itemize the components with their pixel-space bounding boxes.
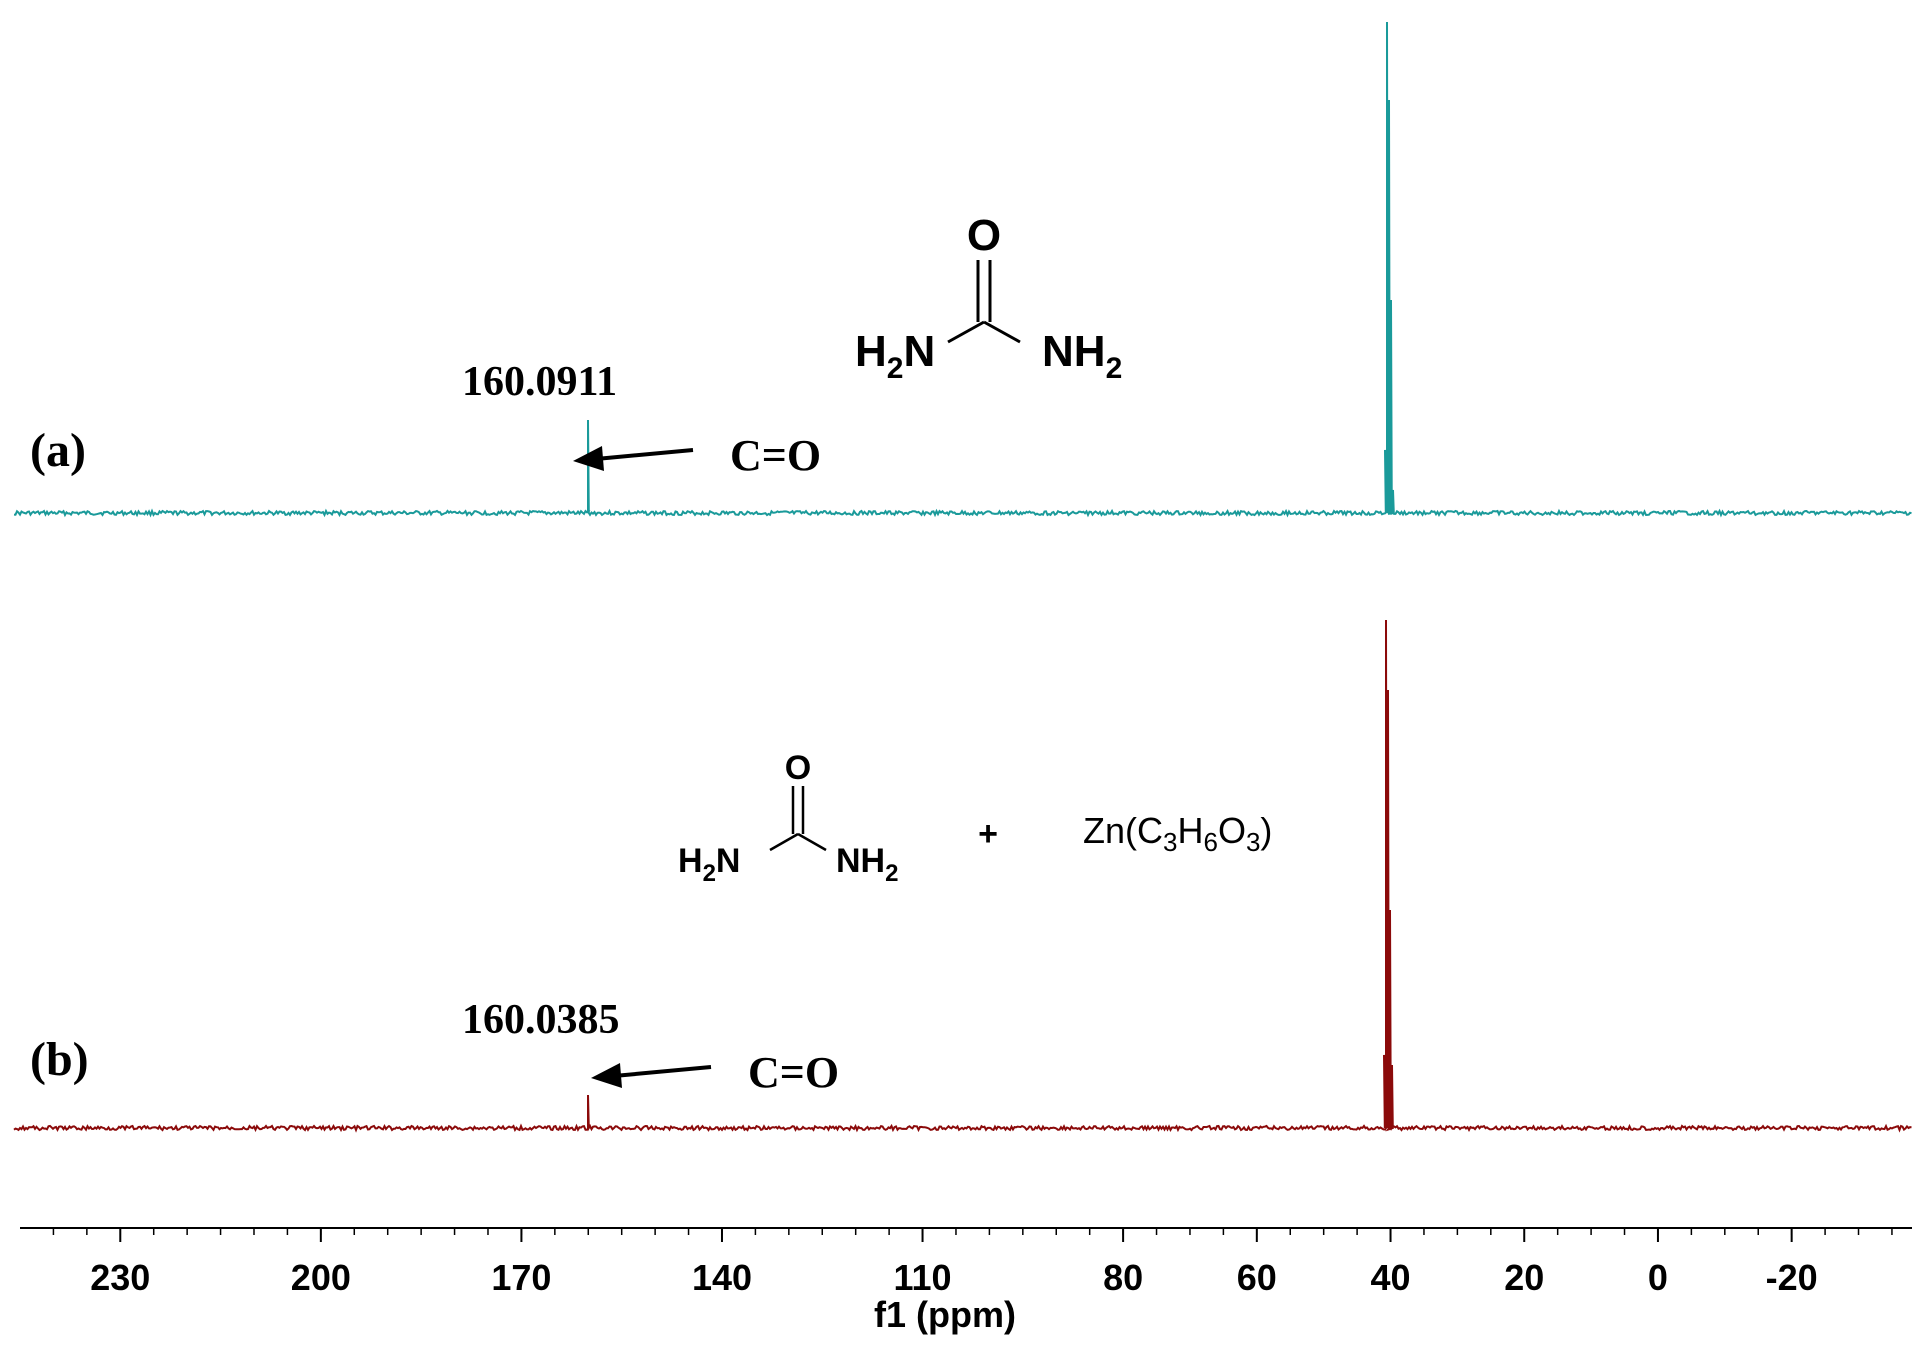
arrow-b xyxy=(591,1063,712,1088)
structure-b-right-amine: NH2 xyxy=(836,842,898,887)
tick-label: 140 xyxy=(692,1257,752,1298)
x-axis-minor-ticks xyxy=(52,1228,1893,1235)
tick-label: 20 xyxy=(1504,1257,1544,1298)
structure-a-right-amine: NH2 xyxy=(1042,327,1122,385)
tick-label: 60 xyxy=(1237,1257,1277,1298)
tick-label: 40 xyxy=(1371,1257,1411,1298)
x-axis-major-ticks xyxy=(119,1228,1793,1242)
tick-label: 80 xyxy=(1103,1257,1143,1298)
arrow-a xyxy=(573,446,694,471)
plus-sign: + xyxy=(978,815,998,853)
urea-structure-b: O H2N NH2 xyxy=(678,749,898,887)
zinc-salt-formula: Zn(C3H6O3) xyxy=(1083,810,1272,857)
panel-label-b: (b) xyxy=(30,1033,89,1086)
spectrum-a-line xyxy=(13,21,1912,518)
tick-label: 200 xyxy=(291,1257,351,1298)
structure-a-oxygen: O xyxy=(967,211,1001,260)
tick-label: 0 xyxy=(1648,1257,1668,1298)
panel-label-a: (a) xyxy=(30,424,86,477)
tick-label: 110 xyxy=(894,1257,952,1298)
peak-label-b: 160.0385 xyxy=(462,997,620,1043)
x-axis-tick-labels: 230 200 170 140 110 80 60 40 20 0 -20 xyxy=(90,1257,1817,1298)
urea-structure-a: O H2N NH2 xyxy=(855,211,1122,385)
tick-label: 170 xyxy=(491,1257,551,1298)
structure-a-left-amine: H2N xyxy=(855,327,935,385)
structure-b-left-amine: H2N xyxy=(678,842,740,887)
spectrum-b-line xyxy=(13,619,1912,1133)
structure-b-oxygen: O xyxy=(785,749,811,787)
annotation-b: C=O xyxy=(748,1048,839,1097)
peak-label-a: 160.0911 xyxy=(462,359,617,405)
x-axis: 230 200 170 140 110 80 60 40 20 0 -20 f1 (ppm) xyxy=(20,1227,1912,1335)
tick-label: 230 xyxy=(90,1257,150,1298)
tick-label: -20 xyxy=(1766,1257,1818,1298)
annotation-a: C=O xyxy=(730,431,821,480)
x-axis-title: f1 (ppm) xyxy=(874,1294,1016,1335)
